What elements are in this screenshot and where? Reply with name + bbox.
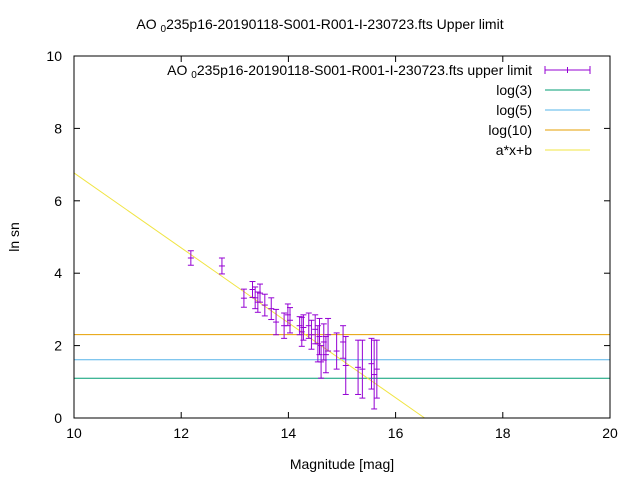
data-point-7 <box>261 293 268 317</box>
y-tick-label: 2 <box>54 338 62 354</box>
data-point-18 <box>312 314 319 345</box>
data-point-27 <box>342 336 349 395</box>
data-point-32 <box>373 339 380 399</box>
x-tick-label: 18 <box>495 425 511 441</box>
title-subscript: 0 <box>160 24 167 35</box>
data-point-25 <box>333 332 340 370</box>
legend-item-3: log(10) <box>488 122 590 138</box>
data-point-1 <box>218 257 225 275</box>
data-point-31 <box>371 339 378 410</box>
y-tick-label: 8 <box>54 120 62 136</box>
data-point-4 <box>252 286 259 310</box>
x-tick-label: 20 <box>602 425 618 441</box>
y-axis-label: ln sn <box>6 222 22 252</box>
data-points <box>187 250 380 410</box>
data-point-20 <box>316 317 323 356</box>
legend-item-2: log(5) <box>496 102 590 118</box>
legend-label-prefix: AO <box>167 62 191 78</box>
x-tick-label: 12 <box>173 425 189 441</box>
data-point-26 <box>340 325 347 359</box>
legend-item-4: a*x+b <box>496 142 590 158</box>
data-point-29 <box>359 339 366 399</box>
axis-ticks: 10 12 14 16 18 20 0 2 4 6 8 10 <box>46 48 618 441</box>
data-point-22 <box>320 323 327 361</box>
data-point-28 <box>355 339 362 395</box>
y-tick-label: 10 <box>46 48 62 64</box>
legend: AO 0235p16-20190118-S001-R001-I-230723.f… <box>167 62 591 158</box>
legend-label: log(5) <box>496 102 532 118</box>
legend-label: AO 0235p16-20190118-S001-R001-I-230723.f… <box>167 62 532 81</box>
data-point-0 <box>187 250 194 266</box>
title-prefix: AO <box>136 16 157 32</box>
plot-border <box>73 55 611 419</box>
data-point-17 <box>308 319 315 350</box>
legend-item-0: AO 0235p16-20190118-S001-R001-I-230723.f… <box>167 62 591 81</box>
legend-label: a*x+b <box>496 142 532 158</box>
x-tick-label: 10 <box>66 425 82 441</box>
legend-item-1: log(3) <box>496 82 590 98</box>
y-tick-label: 4 <box>54 265 62 281</box>
x-tick-label: 14 <box>281 425 297 441</box>
reference-lines <box>73 172 610 419</box>
legend-label-suffix: 235p16-20190118-S001-R001-I-230723.fts u… <box>197 62 532 78</box>
data-point-8 <box>268 297 275 321</box>
data-point-2 <box>240 288 247 308</box>
data-point-15 <box>300 314 307 341</box>
data-point-24 <box>325 317 332 352</box>
legend-label: log(3) <box>496 82 532 98</box>
y-tick-label: 6 <box>54 193 62 209</box>
x-axis-label: Magnitude [mag] <box>289 456 395 472</box>
data-point-6 <box>256 283 263 303</box>
data-point-21 <box>318 345 325 379</box>
legend-label-subscript: 0 <box>191 70 197 81</box>
x-tick-label: 16 <box>388 425 404 441</box>
y-tick-label: 0 <box>54 410 62 426</box>
data-point-16 <box>305 312 312 339</box>
data-point-12 <box>287 307 294 334</box>
data-point-30 <box>368 337 375 390</box>
chart-title: AO 0235p16-20190118-S001-R001-I-230723.f… <box>0 16 640 35</box>
fit-line <box>73 172 425 419</box>
data-point-3 <box>249 281 256 298</box>
legend-label: log(10) <box>488 122 532 138</box>
title-suffix: 235p16-20190118-S001-R001-I-230723.fts U… <box>166 16 504 32</box>
data-point-9 <box>273 308 280 336</box>
